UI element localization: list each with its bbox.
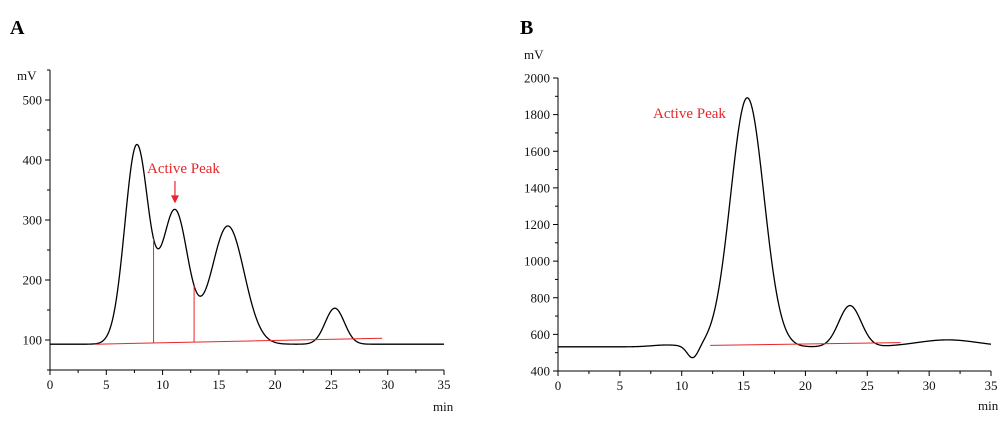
x-tick-label-a-2: 10 (156, 377, 169, 392)
y-tick-label-a-3: 400 (23, 153, 43, 168)
y-tick-label-b-1: 600 (531, 327, 551, 342)
chromatogram-trace-b (558, 97, 992, 359)
y-tick-label-b-6: 1600 (524, 144, 550, 159)
y-unit-label-a: mV (17, 68, 37, 83)
y-tick-label-b-8: 2000 (524, 71, 550, 86)
x-tick-label-a-1: 5 (103, 377, 110, 392)
active-peak-arrowhead-a (170, 195, 179, 204)
x-tick-label-b-3: 15 (737, 378, 750, 393)
y-tick-label-b-7: 1800 (524, 107, 550, 122)
x-tick-label-b-0: 0 (555, 378, 562, 393)
panel-label-a: A (10, 17, 25, 39)
x-tick-label-a-4: 20 (269, 377, 282, 392)
y-tick-label-b-5: 1400 (524, 180, 550, 195)
integration-baseline-b (710, 342, 901, 346)
y-tick-label-a-1: 200 (23, 273, 43, 288)
active-peak-annotation-a: Active Peak (147, 161, 220, 177)
y-tick-label-b-0: 400 (531, 364, 551, 379)
x-tick-label-a-7: 35 (438, 377, 451, 392)
y-tick-label-a-4: 500 (23, 93, 43, 108)
x-tick-label-b-2: 10 (675, 378, 688, 393)
x-tick-label-a-0: 0 (47, 377, 54, 392)
y-tick-label-a-0: 100 (23, 333, 43, 348)
x-tick-label-b-4: 20 (799, 378, 812, 393)
x-tick-label-a-5: 25 (325, 377, 338, 392)
y-unit-label-b: mV (524, 47, 544, 62)
y-tick-label-b-3: 1000 (524, 254, 550, 269)
chromatogram-trace-a (50, 143, 444, 345)
x-tick-label-b-7: 35 (985, 378, 998, 393)
x-tick-label-b-5: 25 (861, 378, 874, 393)
active-peak-annotation-b: Active Peak (653, 106, 726, 122)
chart-panel-a: 0 5 10 15 20 25 30 35 100 200 300 400 500 (23, 69, 451, 392)
x-tick-label-a-6: 30 (381, 377, 394, 392)
panel-label-b: B (520, 17, 533, 39)
chart-panel-b: 0 5 10 15 20 25 30 35 400 600 800 1000 1200 1400 1600 1… (524, 71, 998, 394)
integration-baseline-a (95, 337, 383, 345)
x-tick-label-b-1: 5 (617, 378, 624, 393)
x-unit-label-a: min (433, 399, 454, 414)
x-tick-label-a-3: 15 (212, 377, 225, 392)
x-tick-label-b-6: 30 (923, 378, 936, 393)
y-tick-label-b-2: 800 (531, 290, 551, 305)
y-tick-label-b-4: 1200 (524, 217, 550, 232)
x-unit-label-b: min (978, 398, 999, 413)
y-tick-label-a-2: 300 (23, 213, 43, 228)
